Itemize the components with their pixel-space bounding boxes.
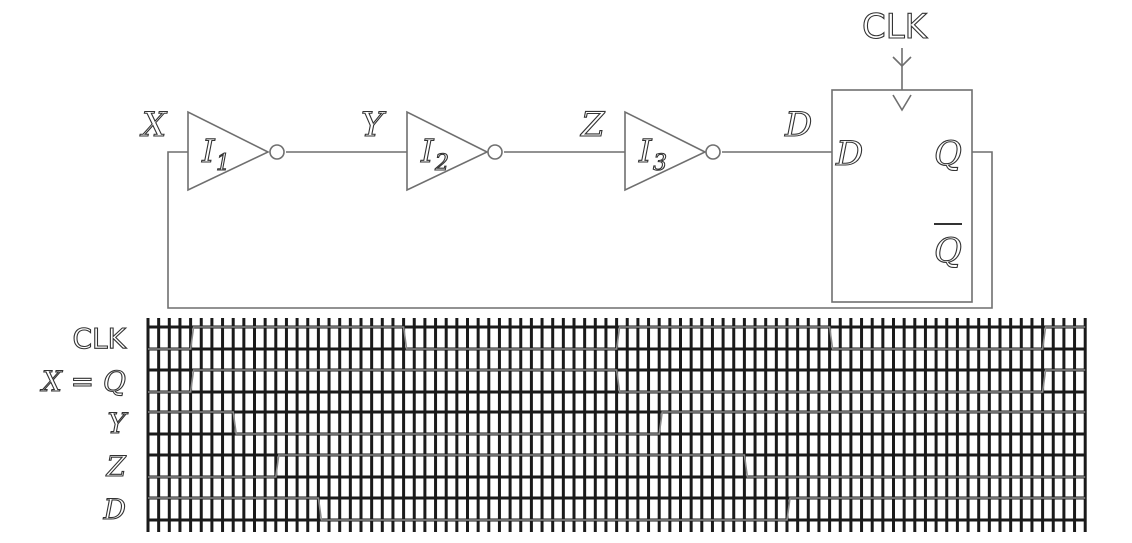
node-label-x: X [139, 105, 168, 145]
timing-grid [146, 318, 1087, 532]
flipflop-d-label: D [835, 134, 863, 174]
signal-label-0: CLK [72, 322, 126, 355]
signal-labels: CLK X = Q YZD [39, 321, 129, 526]
inverter-1-subscript: 1 [216, 151, 230, 176]
timing-diagram: CLK X = Q YZD [39, 318, 1087, 532]
inverter-3-subscript: 3 [653, 151, 667, 176]
clock-edge-icon [892, 94, 912, 112]
node-label-d: D [784, 105, 812, 145]
clk-arrow-icon [892, 56, 912, 68]
signal-label-2: Y [108, 407, 129, 440]
signal-label-3: Z [106, 450, 127, 483]
flipflop-q-label: Q [934, 134, 962, 174]
waveform-1 [148, 369, 1086, 393]
feedback-wire [167, 151, 993, 309]
clk-input-label: CLK [862, 7, 929, 47]
d-flipflop: D Q Q [831, 89, 973, 303]
inverter-1-label: I [201, 132, 216, 170]
inverter-3-label: I [638, 132, 653, 170]
inverter-2: I 2 [406, 110, 503, 192]
inverter-2-label: I [420, 132, 435, 170]
flipflop-qbar-label: Q [934, 231, 962, 271]
waveforms [148, 326, 1086, 521]
waveform-0 [148, 326, 1086, 350]
inverter-3: I 3 [624, 110, 721, 192]
node-label-y: Y [361, 105, 387, 145]
signal-label-4: D [103, 493, 126, 526]
waveform-4 [148, 497, 1086, 521]
signal-label-1: X = Q [40, 365, 126, 398]
inverter-1: I 1 [187, 110, 285, 192]
schematic: I 1 I 2 I 3 X Y Z D D Q Q [138, 6, 993, 309]
waveform-2 [148, 411, 1086, 435]
inverter-2-subscript: 2 [434, 151, 449, 176]
waveform-3 [148, 454, 1086, 478]
node-label-z: Z [580, 105, 606, 145]
